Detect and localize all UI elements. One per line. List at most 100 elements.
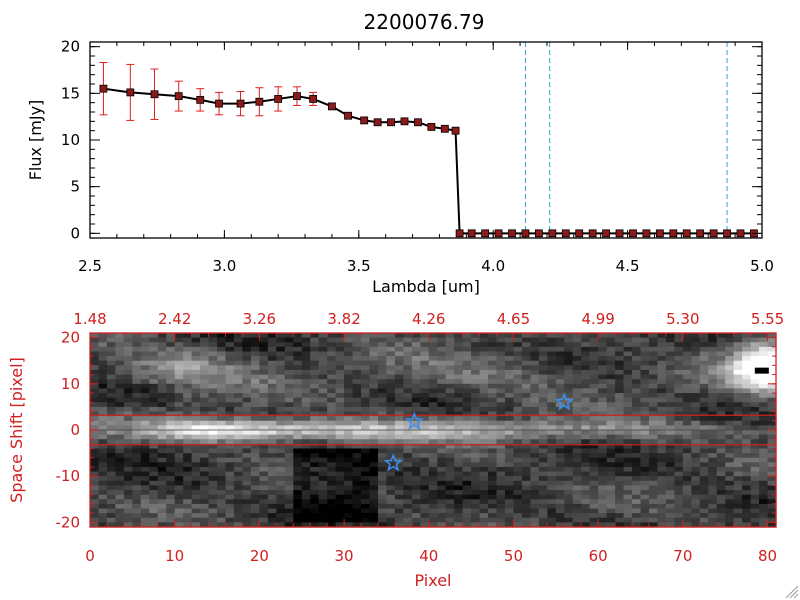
- image-pixel: [115, 374, 125, 380]
- image-pixel: [90, 346, 100, 353]
- image-pixel: [606, 379, 616, 385]
- image-pixel: [335, 406, 345, 413]
- image-pixel: [327, 522, 337, 528]
- image-pixel: [657, 397, 667, 403]
- image-pixel: [217, 430, 227, 436]
- image-pixel: [284, 337, 294, 343]
- image-pixel: [428, 439, 438, 445]
- image-pixel: [648, 383, 659, 390]
- image-pixel: [259, 425, 269, 431]
- image-pixel: [293, 453, 303, 459]
- image-pixel: [98, 457, 108, 463]
- image-pixel: [479, 420, 489, 426]
- image-pixel: [640, 503, 650, 510]
- image-pixel: [250, 453, 260, 459]
- image-pixel: [217, 342, 227, 348]
- image-pixel: [648, 499, 659, 505]
- image-pixel: [225, 503, 235, 510]
- image-pixel: [632, 402, 642, 408]
- image-pixel: [217, 434, 227, 440]
- image-pixel: [123, 379, 133, 385]
- image-pixel: [742, 499, 752, 505]
- image-pixel: [242, 471, 252, 477]
- image-pixel: [691, 522, 701, 528]
- image-pixel: [259, 411, 269, 417]
- image-pixel: [733, 462, 743, 468]
- image-pixel: [454, 494, 464, 500]
- image-pixel: [242, 457, 252, 463]
- image-pixel: [767, 420, 777, 426]
- image-pixel: [250, 388, 260, 394]
- image-pixel: [318, 351, 328, 357]
- image-pixel: [140, 411, 150, 417]
- image-pixel: [699, 379, 709, 385]
- image-pixel: [157, 351, 167, 357]
- image-pixel: [471, 499, 481, 505]
- image-pixel: [335, 503, 345, 510]
- image-pixel: [708, 425, 718, 431]
- image-pixel: [708, 453, 718, 459]
- image-pixel: [386, 383, 396, 390]
- image-pixel: [623, 513, 633, 519]
- image-pixel: [335, 342, 345, 348]
- image-pixel: [123, 513, 133, 519]
- image-pixel: [479, 485, 489, 491]
- image-pixel: [454, 393, 464, 399]
- image-pixel: [716, 430, 726, 436]
- image-pixel: [445, 522, 455, 528]
- image-pixel: [149, 439, 159, 445]
- image-pixel: [386, 425, 396, 431]
- image-pixel: [327, 360, 337, 366]
- image-pixel: [225, 342, 235, 348]
- image-pixel: [538, 471, 548, 477]
- image-pixel: [335, 513, 345, 519]
- image-pixel: [293, 379, 303, 385]
- chart-title: 2200076.79: [364, 10, 485, 34]
- image-pixel: [420, 448, 430, 454]
- image-pixel: [682, 383, 692, 390]
- image-pixel: [742, 379, 752, 385]
- image-pixel: [648, 369, 659, 376]
- resize-grip-icon[interactable]: [785, 585, 799, 599]
- image-pixel: [191, 476, 201, 482]
- image-pixel: [648, 471, 659, 477]
- image-pixel: [437, 342, 447, 348]
- image-pixel: [123, 443, 133, 450]
- image-pixel: [623, 374, 633, 380]
- image-pixel: [716, 397, 726, 403]
- image-pixel: [572, 490, 582, 496]
- image-pixel: [504, 503, 515, 510]
- image-pixel: [361, 485, 371, 491]
- image-pixel: [759, 517, 769, 523]
- image-pixel: [496, 411, 506, 417]
- image-pixel: [725, 356, 735, 362]
- image-pixel: [310, 365, 320, 371]
- image-pixel: [699, 517, 709, 523]
- image-pixel: [555, 374, 565, 380]
- image-pixel: [521, 485, 531, 491]
- image-pixel: [191, 416, 201, 422]
- image-pixel: [488, 453, 498, 459]
- image-pixel: [183, 457, 193, 463]
- image-pixel: [759, 397, 769, 403]
- image-pixel: [352, 508, 362, 514]
- image-pixel: [623, 397, 633, 403]
- image-pixel: [657, 508, 667, 514]
- image-pixel: [411, 356, 421, 362]
- image-pixel: [267, 439, 277, 445]
- image-pixel: [132, 430, 142, 436]
- image-pixel: [115, 383, 125, 390]
- image-pixel: [750, 471, 760, 477]
- image-pixel: [174, 448, 184, 454]
- image-pixel: [488, 379, 498, 385]
- image-pixel: [344, 466, 354, 473]
- image-pixel: [572, 342, 582, 348]
- image-pixel: [217, 356, 227, 362]
- image-pixel: [538, 369, 548, 376]
- image-pixel: [462, 522, 472, 528]
- image-pixel: [106, 453, 117, 459]
- image-pixel: [598, 342, 608, 348]
- image-pixel: [581, 443, 591, 450]
- image-pixel: [471, 457, 481, 463]
- image-pixel: [386, 393, 396, 399]
